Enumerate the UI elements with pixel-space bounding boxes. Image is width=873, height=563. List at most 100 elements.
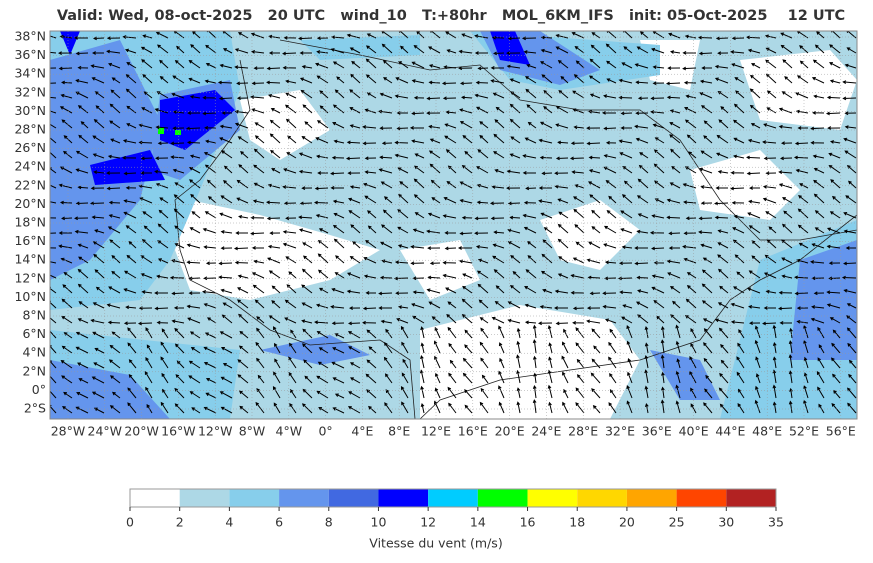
wind-arrow (186, 260, 201, 265)
wind-arrow (476, 270, 489, 279)
wind-arrow (434, 387, 441, 399)
wind-arrow (190, 347, 201, 354)
wind-arrow (77, 185, 89, 190)
wind-arrow (763, 306, 777, 310)
wind-arrow (93, 119, 105, 129)
wind-arrow (138, 184, 153, 189)
wind-arrow (459, 198, 473, 204)
wind-arrow (50, 137, 57, 144)
wind-arrow (445, 149, 457, 159)
wind-arrow (256, 316, 265, 324)
wind-arrow (268, 34, 281, 39)
wind-arrow (106, 303, 121, 309)
wind-arrow (651, 286, 665, 294)
colorbar-bin (279, 489, 329, 507)
wind-arrow (560, 75, 569, 84)
wind-arrow (92, 51, 105, 55)
wind-arrow (686, 134, 697, 144)
wind-arrow (525, 186, 537, 191)
wind-arrow (827, 126, 841, 130)
wind-arrow (237, 287, 249, 294)
wind-arrow (50, 110, 57, 114)
wind-arrow (127, 342, 137, 354)
wind-arrow (778, 124, 793, 129)
wind-arrow (314, 186, 329, 191)
wind-arrow (748, 270, 761, 279)
wind-arrow (159, 76, 169, 84)
wind-arrow (253, 148, 265, 159)
wind-arrow (636, 46, 649, 54)
wind-arrow (650, 96, 665, 101)
wind-arrow (267, 183, 281, 189)
wind-arrow (670, 148, 681, 159)
wind-arrow (378, 109, 393, 114)
wind-arrow (826, 244, 841, 249)
wind-arrow (780, 44, 793, 54)
wind-arrow (666, 198, 681, 204)
colorbar-bin (179, 489, 230, 507)
wind-arrow (621, 194, 633, 204)
wind-arrow (788, 400, 793, 414)
wind-arrow (523, 226, 537, 234)
wind-arrow (650, 110, 665, 114)
wind-arrow (746, 155, 761, 160)
wind-arrow (160, 401, 169, 414)
lon-label: 20°E (495, 424, 525, 439)
wind-arrow (573, 125, 585, 130)
wind-arrow (507, 241, 521, 249)
wind-arrow (730, 170, 745, 175)
wind-arrow (702, 318, 713, 324)
wind-arrow (218, 275, 233, 280)
wind-arrow (222, 48, 233, 54)
wind-arrow (494, 169, 505, 174)
wind-arrow (506, 186, 521, 190)
wind-arrow (75, 346, 89, 354)
wind-arrow (571, 170, 585, 174)
wind-arrow (443, 65, 457, 69)
lon-label: 44°E (715, 424, 745, 439)
wind-arrow (626, 385, 633, 399)
wind-arrow (548, 401, 553, 414)
wind-arrow (50, 82, 57, 84)
wind-arrow (284, 317, 297, 324)
wind-arrow (778, 183, 793, 189)
wind-arrow (589, 93, 601, 99)
wind-arrow (715, 186, 729, 190)
wind-arrow (236, 81, 249, 86)
wind-arrow (527, 121, 537, 129)
wind-arrow (587, 275, 601, 280)
wind-arrow (829, 79, 841, 84)
wind-arrow (738, 329, 745, 339)
wind-arrow (498, 342, 505, 354)
wind-arrow (365, 74, 377, 84)
wind-arrow (75, 79, 89, 84)
wind-arrow (74, 36, 89, 40)
wind-arrow (604, 276, 617, 281)
wind-arrow (461, 215, 473, 220)
wind-arrow (154, 169, 169, 174)
wind-arrow (621, 316, 633, 324)
wind-arrow (285, 92, 297, 99)
wind-arrow (446, 49, 457, 54)
lat-label: 14°N (14, 252, 46, 267)
wind-arrow (555, 106, 569, 114)
wind-arrow (480, 357, 489, 369)
wind-arrow (298, 169, 313, 174)
wind-arrow (817, 326, 825, 339)
wind-arrow (50, 35, 57, 39)
wind-arrow (349, 362, 361, 369)
wind-arrow (63, 272, 73, 279)
wind-arrow (748, 304, 761, 309)
wind-arrow (653, 149, 665, 159)
wind-arrow (394, 260, 409, 265)
wind-arrow (59, 200, 73, 205)
wind-arrow (781, 141, 793, 146)
wind-arrow (479, 121, 489, 129)
wind-arrow (749, 88, 761, 99)
wind-arrow (185, 126, 201, 131)
colorbar-bin (577, 489, 627, 507)
wind-arrow (144, 370, 153, 384)
wind-arrow (274, 358, 281, 369)
lon-label: 8°W (239, 424, 266, 439)
